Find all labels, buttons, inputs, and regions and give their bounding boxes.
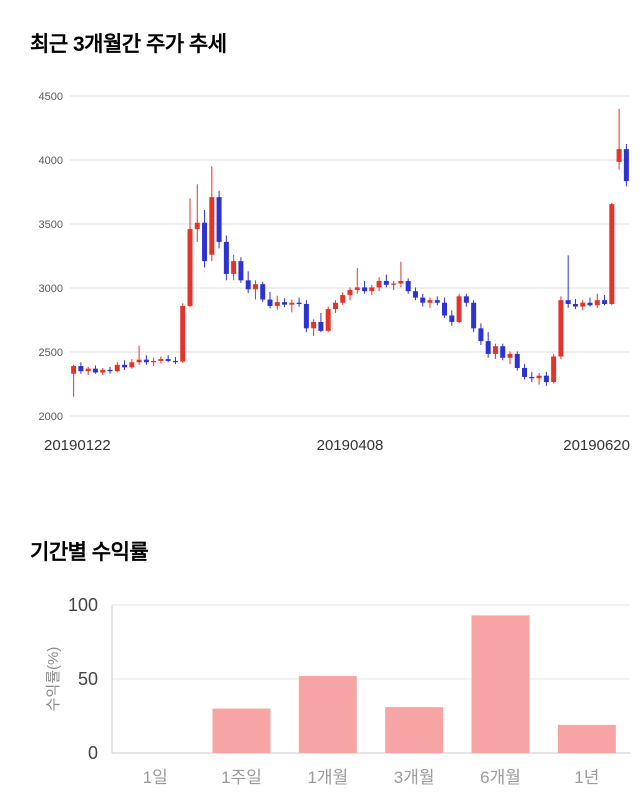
svg-text:1주일: 1주일	[221, 768, 262, 787]
svg-text:2500: 2500	[39, 347, 63, 359]
price-candlestick-chart: 2000 2500 3000 3500 4000 4500 20190122 20190408…	[39, 91, 630, 454]
svg-text:20190122: 20190122	[44, 437, 111, 454]
svg-text:6개월: 6개월	[480, 768, 521, 787]
price-chart-title: 최근 3개월간 주가 추세	[30, 33, 227, 56]
svg-text:2000: 2000	[39, 411, 63, 423]
svg-text:1일: 1일	[143, 768, 168, 787]
svg-text:20190408: 20190408	[317, 437, 384, 454]
svg-text:수익률(%): 수익률(%)	[45, 647, 62, 712]
svg-text:3000: 3000	[39, 283, 63, 295]
returns-chart-title: 기간별 수익률	[30, 541, 149, 564]
svg-text:100: 100	[68, 595, 98, 615]
svg-text:20190620: 20190620	[563, 437, 630, 454]
svg-text:0: 0	[88, 743, 98, 763]
svg-text:4000: 4000	[39, 155, 63, 167]
svg-text:1년: 1년	[574, 768, 599, 787]
returns-bar-chart: 0 50 100 수익률(%) 1일 1주일 1개월 3개월 6개월 1년	[45, 595, 630, 787]
svg-text:4500: 4500	[39, 91, 63, 103]
svg-text:1개월: 1개월	[307, 768, 348, 787]
svg-text:3개월: 3개월	[394, 768, 435, 787]
svg-text:50: 50	[78, 669, 98, 689]
svg-text:3500: 3500	[39, 219, 63, 231]
